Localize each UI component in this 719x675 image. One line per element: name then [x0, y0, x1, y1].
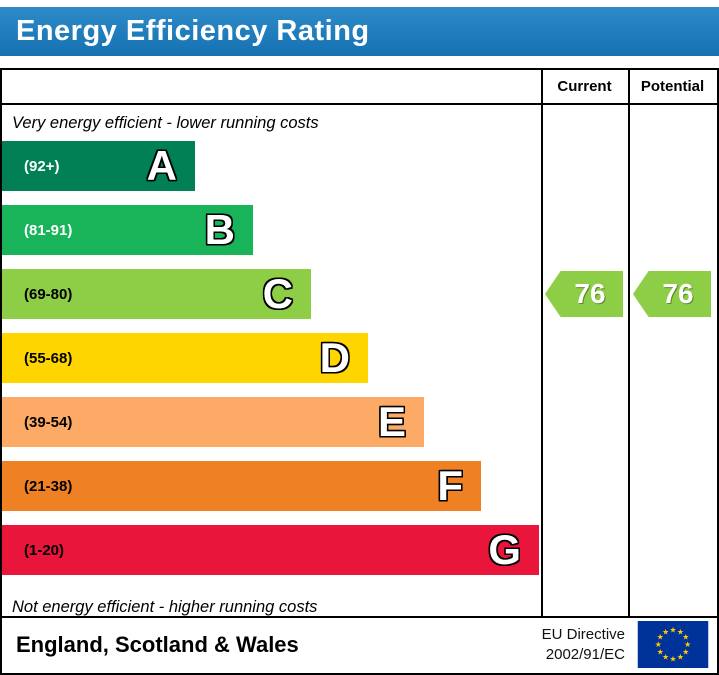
- rating-chart: Current Potential Very energy efficient …: [2, 70, 717, 618]
- svg-text:★: ★: [657, 633, 664, 642]
- band-bar-f: (21-38) F: [2, 461, 481, 511]
- band-range-f: (21-38): [24, 477, 73, 495]
- svg-text:★: ★: [684, 640, 691, 649]
- band-bar-a: (92+) A: [2, 141, 195, 191]
- band-bar-g: (1-20) G: [2, 525, 539, 575]
- current-column-header: Current: [557, 78, 612, 95]
- bottom-note: Not energy efficient - higher running co…: [12, 597, 318, 616]
- svg-text:★: ★: [677, 627, 684, 636]
- eu-directive-line1: EU Directive: [541, 626, 625, 643]
- page-title: Energy Efficiency Rating: [16, 15, 370, 47]
- region-label: England, Scotland & Wales: [16, 631, 299, 657]
- svg-text:★: ★: [662, 653, 669, 662]
- header-spacer: [2, 70, 541, 103]
- band-letter-d: D: [319, 334, 350, 381]
- potential-rating-value: 76: [662, 278, 694, 309]
- band-letter-f: F: [437, 462, 463, 509]
- band-letter-g: G: [488, 526, 521, 573]
- band-range-a: (92+): [24, 157, 60, 175]
- current-column-divider: [541, 70, 543, 616]
- svg-text:★: ★: [682, 633, 689, 642]
- svg-text:★: ★: [669, 655, 676, 664]
- band-letter-e: E: [377, 398, 406, 445]
- potential-column-header: Potential: [640, 78, 705, 95]
- band-graph: Very energy efficient - lower running co…: [2, 105, 541, 625]
- svg-text:★: ★: [655, 640, 662, 649]
- potential-rating-arrow: 76: [633, 271, 711, 317]
- potential-column-divider: [628, 70, 630, 616]
- band-letter-c: C: [262, 270, 293, 317]
- eu-flag-icon: ★ ★ ★ ★ ★ ★ ★ ★ ★ ★ ★ ★: [637, 621, 709, 668]
- band-range-b: (81-91): [24, 221, 73, 239]
- band-range-g: (1-20): [24, 541, 65, 559]
- svg-text:★: ★: [662, 627, 669, 636]
- svg-text:★: ★: [677, 653, 684, 662]
- top-note: Very energy efficient - lower running co…: [12, 113, 319, 132]
- column-header-row: Current Potential: [2, 70, 717, 105]
- current-rating-arrow: 76: [545, 271, 623, 317]
- footer: England, Scotland & Wales EU Directive 2…: [2, 618, 717, 671]
- band-bar-e: (39-54) E: [2, 397, 424, 447]
- title-bar: Energy Efficiency Rating: [0, 7, 719, 56]
- band-range-d: (55-68): [24, 349, 73, 367]
- rating-frame: Current Potential Very energy efficient …: [0, 68, 719, 675]
- band-letter-a: A: [146, 142, 177, 189]
- svg-text:★: ★: [682, 647, 689, 656]
- band-range-e: (39-54): [24, 413, 73, 431]
- band-bar-b: (81-91) B: [2, 205, 253, 255]
- band-bar-c: (69-80) C: [2, 269, 311, 319]
- current-rating-value: 76: [574, 278, 606, 309]
- band-letter-b: B: [204, 206, 235, 253]
- band-bar-d: (55-68) D: [2, 333, 368, 383]
- eu-directive-label: EU Directive 2002/91/EC: [542, 625, 625, 664]
- svg-text:★: ★: [657, 647, 664, 656]
- eu-directive-line2: 2002/91/EC: [545, 645, 625, 663]
- band-range-c: (69-80): [24, 285, 73, 303]
- svg-text:★: ★: [669, 625, 676, 634]
